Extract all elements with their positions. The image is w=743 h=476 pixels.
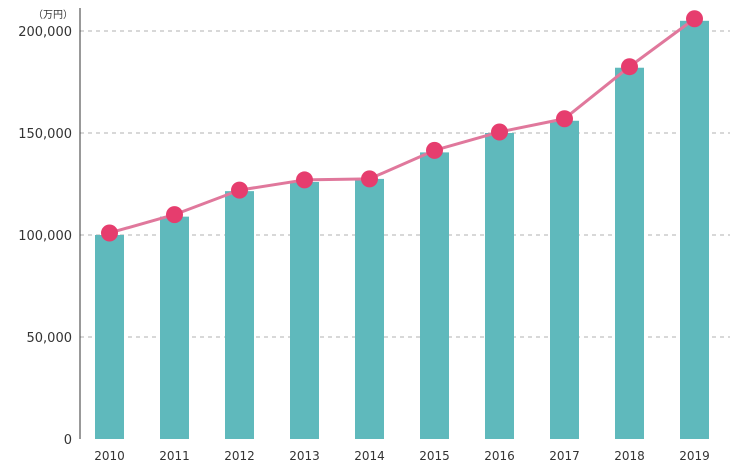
y-tick-label: 150,000 [18, 127, 72, 142]
unit-label: （万円） [33, 9, 73, 21]
x-tick-label: 2015 [419, 449, 450, 463]
y-tick-label: 50,000 [27, 331, 73, 346]
marker-2011 [166, 206, 183, 224]
marker-2017 [556, 110, 573, 128]
marker-2016 [491, 123, 508, 141]
bar-2017 [550, 120, 579, 439]
marker-2010 [101, 224, 118, 242]
y-tick-labels: 0 50,000 100,000 150,000 200,000 [18, 25, 72, 448]
x-tick-label: 2011 [159, 449, 190, 463]
bars [95, 20, 709, 440]
bar-2016 [485, 133, 514, 439]
x-tick-label: 2016 [484, 449, 515, 463]
bar-2010 [95, 235, 124, 439]
x-tick-label: 2012 [224, 449, 255, 463]
bar-2013 [290, 181, 319, 439]
trend-line [109, 17, 696, 235]
marker-2012 [231, 181, 248, 199]
bar-2012 [225, 191, 254, 439]
x-tick-label: 2013 [289, 449, 320, 463]
x-tick-label: 2018 [614, 449, 645, 463]
x-tick-labels: 2010 2011 2012 2013 2014 2015 2016 2017 2018 2019 [94, 449, 710, 463]
bar-2019 [680, 20, 709, 440]
marker-2015 [426, 141, 443, 159]
marker-2018 [621, 58, 638, 76]
y-tick-label: 200,000 [18, 25, 72, 40]
y-tick-label: 100,000 [18, 229, 72, 244]
x-tick-label: 2014 [354, 449, 385, 463]
x-tick-label: 2010 [94, 449, 125, 463]
bar-2018 [615, 67, 644, 439]
y-tick-label: 0 [64, 433, 72, 448]
x-tick-label: 2019 [679, 449, 710, 463]
bar-2015 [420, 152, 449, 439]
trend-polyline [109, 17, 696, 235]
x-tick-label: 2017 [549, 449, 580, 463]
markers [101, 10, 703, 242]
bar-2011 [160, 216, 189, 439]
marker-2014 [361, 170, 378, 188]
marker-2013 [296, 171, 313, 189]
marker-2019 [686, 10, 703, 28]
bar-2014 [355, 178, 384, 439]
